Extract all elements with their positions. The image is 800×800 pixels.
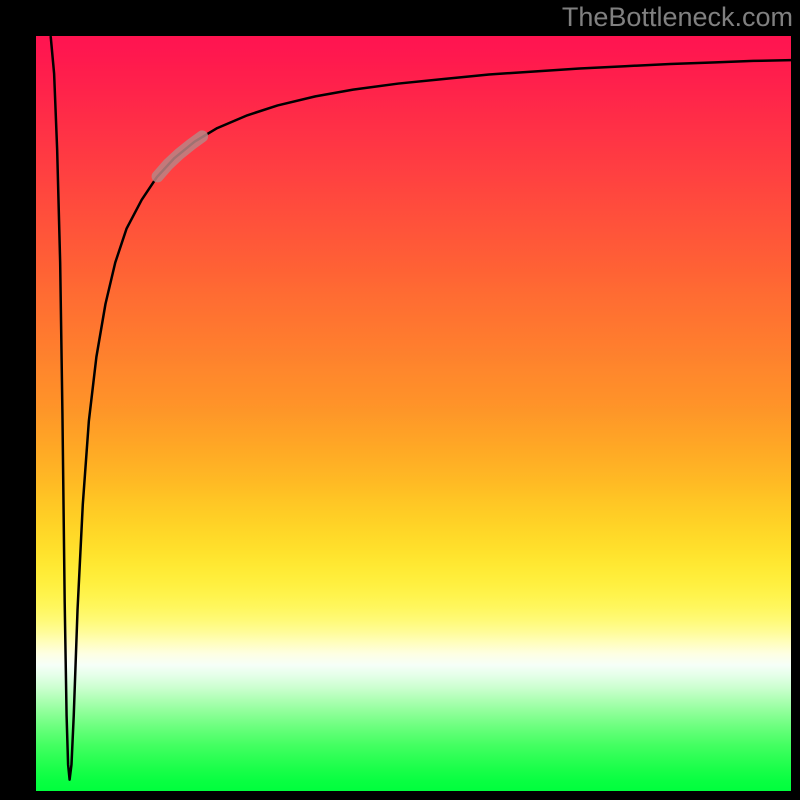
plot-area <box>36 36 791 791</box>
watermark-text: TheBottleneck.com <box>562 2 793 33</box>
chart-svg <box>0 0 800 800</box>
bottleneck-chart: TheBottleneck.com <box>0 0 800 800</box>
